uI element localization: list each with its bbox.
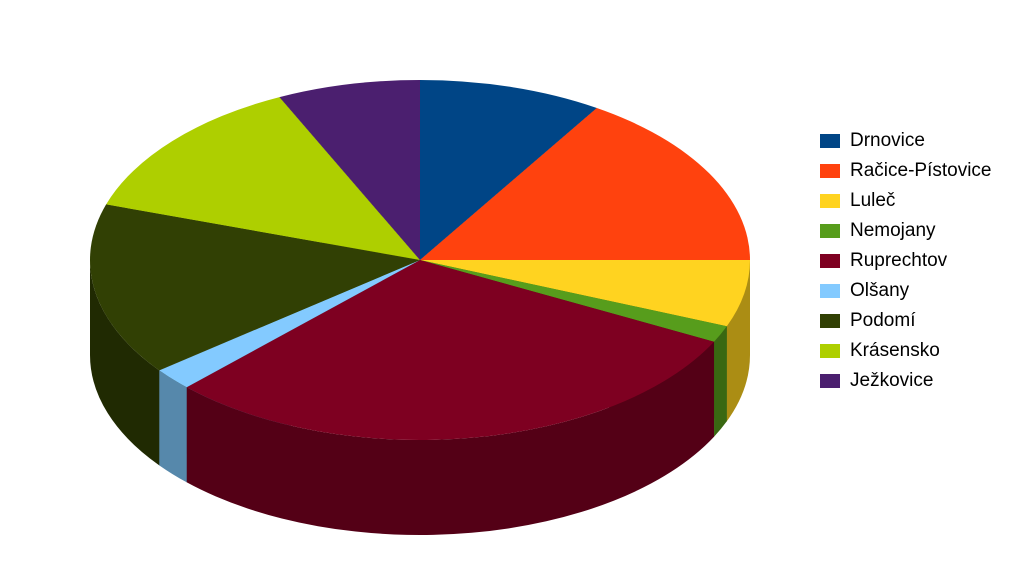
legend-label: Olšany	[850, 280, 909, 302]
legend-label: Luleč	[850, 190, 895, 212]
legend-label: Drnovice	[850, 130, 925, 152]
legend-swatch	[820, 314, 840, 328]
legend-item: Krásensko	[820, 340, 992, 362]
legend-swatch	[820, 284, 840, 298]
legend-swatch	[820, 164, 840, 178]
legend-item: Nemojany	[820, 220, 992, 242]
legend-swatch	[820, 194, 840, 208]
legend-swatch	[820, 224, 840, 238]
legend-item: Olšany	[820, 280, 992, 302]
legend-label: Krásensko	[850, 340, 940, 362]
legend-item: Luleč	[820, 190, 992, 212]
legend-swatch	[820, 134, 840, 148]
legend-item: Ježkovice	[820, 370, 992, 392]
legend-label: Račice-Pístovice	[850, 160, 992, 182]
legend-item: Ruprechtov	[820, 250, 992, 272]
legend-label: Podomí	[850, 310, 915, 332]
legend-swatch	[820, 344, 840, 358]
legend-item: Račice-Pístovice	[820, 160, 992, 182]
legend-item: Drnovice	[820, 130, 992, 152]
legend-item: Podomí	[820, 310, 992, 332]
legend-swatch	[820, 374, 840, 388]
legend-label: Ježkovice	[850, 370, 933, 392]
legend-label: Nemojany	[850, 220, 936, 242]
chart-stage: Drnovice Račice-Pístovice Luleč Nemojany Rup…	[0, 0, 1028, 579]
legend-swatch	[820, 254, 840, 268]
legend: Drnovice Račice-Pístovice Luleč Nemojany Rup…	[820, 130, 992, 400]
legend-label: Ruprechtov	[850, 250, 947, 272]
